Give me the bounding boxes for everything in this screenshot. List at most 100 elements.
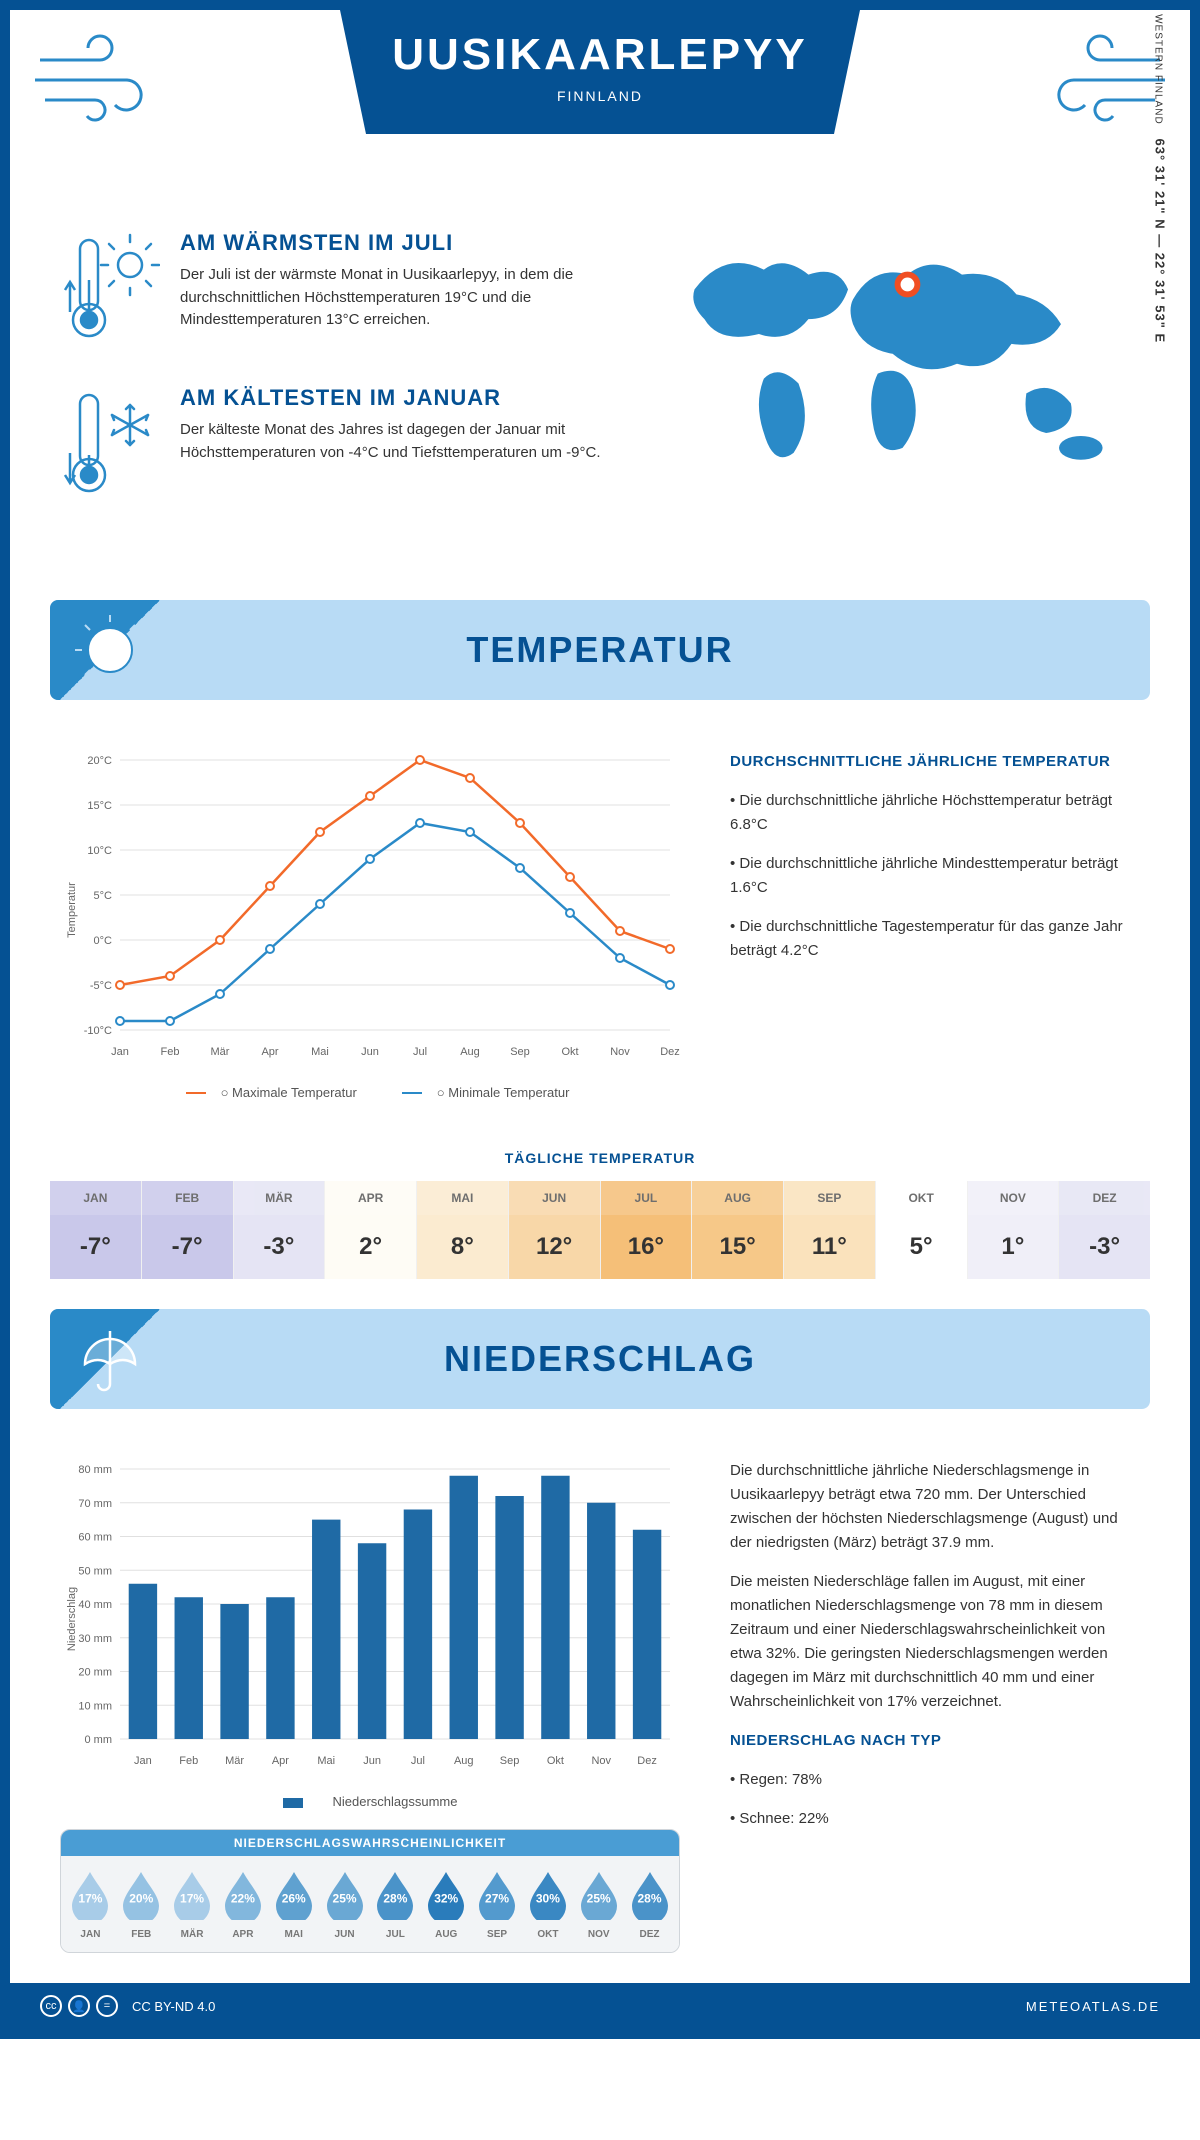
temp-cell: MÄR-3° (234, 1181, 326, 1279)
cc-icon: cc (40, 1995, 62, 2017)
svg-text:Jan: Jan (111, 1046, 129, 1058)
svg-text:10°C: 10°C (87, 845, 112, 857)
umbrella-icon (70, 1319, 150, 1399)
precip-heading: NIEDERSCHLAG (444, 1338, 756, 1380)
svg-text:5°C: 5°C (94, 890, 113, 902)
svg-text:70 mm: 70 mm (78, 1498, 112, 1510)
fact-warm-text: Der Juli ist der wärmste Monat in Uusika… (180, 264, 605, 332)
svg-text:15°C: 15°C (87, 800, 112, 812)
svg-text:Nov: Nov (591, 1755, 611, 1767)
drop-cell: 20%FEB (116, 1868, 167, 1940)
wind-icon (30, 30, 170, 135)
svg-text:Aug: Aug (454, 1755, 474, 1767)
svg-text:40 mm: 40 mm (78, 1599, 112, 1611)
footer: cc 👤 = CC BY-ND 4.0 METEOATLAS.DE (10, 1983, 1190, 2029)
drop-cell: 30%OKT (522, 1868, 573, 1940)
precip-probability-box: NIEDERSCHLAGSWAHRSCHEINLICHKEIT 17%JAN20… (60, 1829, 680, 1953)
svg-text:0 mm: 0 mm (85, 1734, 113, 1746)
fact-coldest: AM KÄLTESTEN IM JANUAR Der kälteste Mona… (60, 385, 605, 510)
wind-icon (1030, 30, 1170, 135)
svg-text:Sep: Sep (500, 1755, 520, 1767)
daily-temp-heading: TÄGLICHE TEMPERATUR (10, 1150, 1190, 1166)
svg-text:60 mm: 60 mm (78, 1532, 112, 1544)
temperature-heading: TEMPERATUR (466, 629, 733, 671)
temperature-banner: TEMPERATUR (50, 600, 1150, 700)
temp-cell: AUG15° (692, 1181, 784, 1279)
drop-cell: 26%MAI (268, 1868, 319, 1940)
precip-bar-chart: 0 mm10 mm20 mm30 mm40 mm50 mm60 mm70 mm8… (60, 1459, 680, 1779)
svg-text:Okt: Okt (561, 1046, 578, 1058)
fact-warm-title: AM WÄRMSTEN IM JULI (180, 230, 605, 256)
world-map (645, 230, 1140, 488)
svg-text:Feb: Feb (179, 1755, 198, 1767)
temp-cell: SEP11° (784, 1181, 876, 1279)
by-icon: 👤 (68, 1995, 90, 2017)
sun-icon (70, 610, 150, 690)
svg-text:-5°C: -5°C (90, 980, 112, 992)
svg-text:0°C: 0°C (94, 935, 113, 947)
drop-cell: 25%JUN (319, 1868, 370, 1940)
temp-cell: DEZ-3° (1059, 1181, 1150, 1279)
precip-type-title: NIEDERSCHLAG NACH TYP (730, 1729, 1140, 1753)
svg-text:20°C: 20°C (87, 755, 112, 767)
fact-cold-title: AM KÄLTESTEN IM JANUAR (180, 385, 605, 411)
thermometer-sun-icon (60, 230, 160, 355)
precip-p1: Die durchschnittliche jährliche Niedersc… (730, 1459, 1140, 1555)
daily-temp-table: JAN-7°FEB-7°MÄR-3°APR2°MAI8°JUN12°JUL16°… (50, 1181, 1150, 1279)
temp-text-title: DURCHSCHNITTLICHE JÄHRLICHE TEMPERATUR (730, 750, 1140, 774)
svg-text:Mai: Mai (311, 1046, 329, 1058)
nd-icon: = (96, 1995, 118, 2017)
svg-text:Temperatur: Temperatur (66, 882, 78, 938)
svg-text:80 mm: 80 mm (78, 1464, 112, 1476)
svg-text:Okt: Okt (547, 1755, 564, 1767)
drop-cell: 28%DEZ (624, 1868, 675, 1940)
svg-text:Mär: Mär (225, 1755, 244, 1767)
thermometer-snow-icon (60, 385, 160, 510)
precip-prob-title: NIEDERSCHLAGSWAHRSCHEINLICHKEIT (61, 1830, 679, 1856)
precip-banner: NIEDERSCHLAG (50, 1309, 1150, 1409)
temp-cell: JAN-7° (50, 1181, 142, 1279)
temp-cell: FEB-7° (142, 1181, 234, 1279)
temp-cell: JUL16° (601, 1181, 693, 1279)
drop-cell: 17%MÄR (167, 1868, 218, 1940)
precip-p2: Die meisten Niederschläge fallen im Augu… (730, 1570, 1140, 1714)
precip-type-bullets: • Regen: 78%• Schnee: 22% (730, 1768, 1140, 1831)
temp-cell: OKT5° (876, 1181, 968, 1279)
page-title: UUSIKAARLEPYY (340, 30, 860, 80)
site-name: METEOATLAS.DE (1026, 1999, 1160, 2014)
svg-text:-10°C: -10°C (84, 1025, 112, 1037)
temperature-legend: ○ Maximale Temperatur○ Minimale Temperat… (60, 1085, 680, 1100)
drop-cell: 27%SEP (472, 1868, 523, 1940)
fact-cold-text: Der kälteste Monat des Jahres ist dagege… (180, 419, 605, 464)
svg-text:Jun: Jun (361, 1046, 379, 1058)
svg-text:Nov: Nov (610, 1046, 630, 1058)
temp-cell: NOV1° (968, 1181, 1060, 1279)
svg-text:Mai: Mai (317, 1755, 335, 1767)
drop-cell: 22%APR (217, 1868, 268, 1940)
temp-bullets: • Die durchschnittliche jährliche Höchst… (730, 789, 1140, 963)
svg-text:Apr: Apr (261, 1046, 278, 1058)
drop-cell: 28%JUL (370, 1868, 421, 1940)
drop-cell: 17%JAN (65, 1868, 116, 1940)
svg-text:Dez: Dez (660, 1046, 680, 1058)
svg-text:Dez: Dez (637, 1755, 657, 1767)
svg-text:Jul: Jul (411, 1755, 425, 1767)
svg-text:10 mm: 10 mm (78, 1700, 112, 1712)
svg-text:Mär: Mär (211, 1046, 230, 1058)
svg-text:30 mm: 30 mm (78, 1633, 112, 1645)
coordinates: WESTERN FINLAND 63° 31' 21" N — 22° 31' … (1153, 14, 1168, 343)
location-marker (897, 275, 917, 295)
temp-cell: MAI8° (417, 1181, 509, 1279)
header: UUSIKAARLEPYY FINNLAND (10, 10, 1190, 210)
svg-text:20 mm: 20 mm (78, 1667, 112, 1679)
svg-text:Jan: Jan (134, 1755, 152, 1767)
svg-text:Jun: Jun (363, 1755, 381, 1767)
svg-text:Jul: Jul (413, 1046, 427, 1058)
svg-text:Aug: Aug (460, 1046, 480, 1058)
svg-text:Sep: Sep (510, 1046, 530, 1058)
intro-section: AM WÄRMSTEN IM JULI Der Juli ist der wär… (10, 210, 1190, 580)
drop-cell: 25%NOV (573, 1868, 624, 1940)
fact-warmest: AM WÄRMSTEN IM JULI Der Juli ist der wär… (60, 230, 605, 355)
temp-cell: APR2° (325, 1181, 417, 1279)
svg-text:Niederschlag: Niederschlag (66, 1587, 78, 1651)
